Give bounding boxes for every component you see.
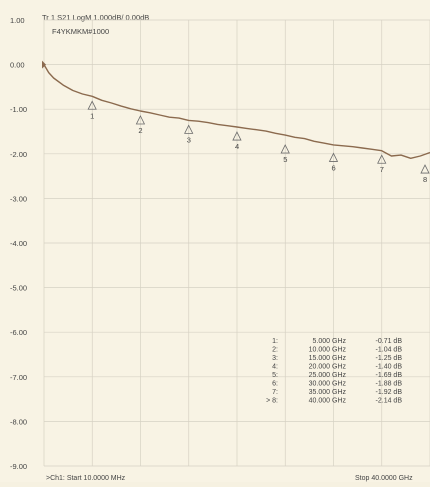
marker-table-freq: 20.000 GHz bbox=[309, 364, 347, 371]
y-tick-label: -1.00 bbox=[10, 105, 27, 114]
marker-table-id: 4: bbox=[272, 364, 278, 371]
start-label: >Ch1: Start 10.0000 MHz bbox=[46, 475, 126, 482]
y-tick-label: -7.00 bbox=[10, 373, 27, 382]
trace-line bbox=[43, 64, 430, 160]
y-tick-label: -4.00 bbox=[10, 239, 27, 248]
marker-table-freq: 40.000 GHz bbox=[309, 398, 347, 405]
marker-triangle bbox=[184, 124, 194, 134]
marker-label: 8 bbox=[423, 175, 427, 184]
marker-triangle bbox=[377, 154, 387, 164]
marker-table-value: -1.25 dB bbox=[376, 355, 403, 362]
marker-table-id: 2: bbox=[272, 347, 278, 354]
marker-label: 7 bbox=[380, 165, 384, 174]
y-tick-label: 0.00 bbox=[10, 61, 25, 70]
marker-table-freq: 10.000 GHz bbox=[309, 347, 347, 354]
y-tick-label: -8.00 bbox=[10, 417, 27, 426]
marker-table-id: 1: bbox=[272, 338, 278, 345]
marker-table-id: 6: bbox=[272, 381, 278, 388]
marker-table-id: 3: bbox=[272, 355, 278, 362]
marker-label: 3 bbox=[187, 135, 191, 144]
marker-triangle bbox=[232, 131, 242, 141]
marker-table-value: -1.69 dB bbox=[376, 372, 403, 379]
marker-table-value: -1.04 dB bbox=[376, 347, 403, 354]
marker-table-freq: 35.000 GHz bbox=[309, 389, 347, 396]
marker-table-id: > 8: bbox=[266, 398, 278, 405]
marker-triangle bbox=[420, 164, 430, 174]
callsign-label: F4YKMKM#1000 bbox=[52, 27, 109, 36]
marker-triangle bbox=[135, 115, 146, 125]
y-tick-label: -9.00 bbox=[10, 462, 27, 471]
marker-label: 6 bbox=[331, 163, 335, 172]
marker-label: 4 bbox=[235, 142, 239, 151]
marker-table-id: 7: bbox=[272, 389, 278, 396]
marker-table-freq: 5.000 GHz bbox=[313, 338, 347, 345]
y-tick-label: -2.00 bbox=[10, 150, 27, 159]
y-tick-label-top: 1.00 bbox=[10, 16, 25, 25]
marker-label: 1 bbox=[90, 111, 94, 120]
marker-triangle bbox=[87, 100, 97, 110]
y-tick-label: -6.00 bbox=[10, 328, 27, 337]
y-tick-label: -3.00 bbox=[10, 194, 27, 203]
grid bbox=[43, 19, 430, 467]
trace-info: Tr 1 S21 LogM 1.000dB/ 0.00dB bbox=[42, 13, 149, 22]
marker-table-freq: 15.000 GHz bbox=[309, 355, 347, 362]
marker-table-value: -1.92 dB bbox=[376, 389, 403, 396]
marker-table-value: -1.40 dB bbox=[376, 364, 403, 371]
marker-table-value: -2.14 dB bbox=[376, 398, 403, 405]
marker-triangle bbox=[280, 144, 290, 154]
marker-table-freq: 30.000 GHz bbox=[309, 381, 347, 388]
y-tick-label: -5.00 bbox=[10, 284, 27, 293]
stop-label: Stop 40.0000 GHz bbox=[355, 475, 413, 482]
marker-table: 1: 5.000 GHz -0.71 dB 2: 10.000 GHz -1.04 dB 3… bbox=[266, 338, 402, 405]
marker-label: 5 bbox=[283, 155, 287, 164]
marker-table-id: 5: bbox=[272, 372, 278, 379]
marker-table-value: -0.71 dB bbox=[376, 338, 403, 345]
markers: 1 2 3 4 5 6 7 8 bbox=[42, 60, 430, 184]
marker-label: 2 bbox=[138, 126, 142, 135]
marker-table-value: -1.88 dB bbox=[376, 381, 403, 388]
marker-table-freq: 25.000 GHz bbox=[309, 372, 347, 379]
y-axis-ticks: 0.00 -1.00 -2.00 -3.00 -4.00 -5.00 -6.00 -7.00 -… bbox=[10, 61, 27, 471]
marker-triangle bbox=[328, 152, 339, 162]
reference-pointer bbox=[42, 60, 46, 69]
